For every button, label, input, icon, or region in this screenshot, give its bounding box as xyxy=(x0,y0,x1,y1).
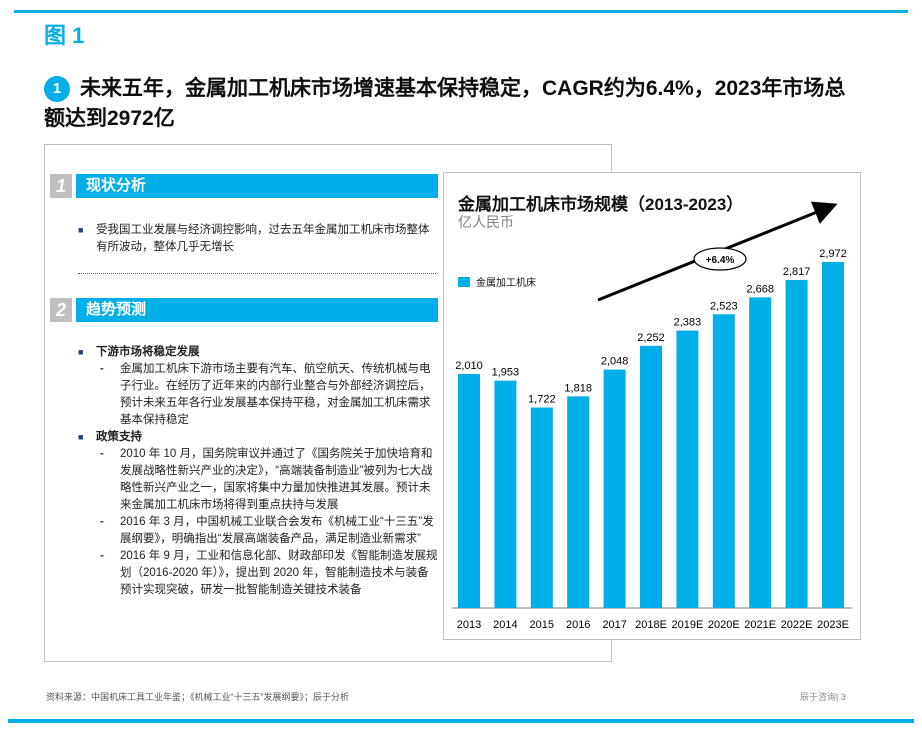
x-tick-label: 2019E xyxy=(671,619,703,631)
section-1-header: 现状分析 xyxy=(76,174,438,198)
data-label: 2,668 xyxy=(746,283,774,295)
section-2-header: 趋势预测 xyxy=(76,298,438,322)
x-tick-label: 2013 xyxy=(457,619,481,631)
x-tick-label: 2021E xyxy=(744,619,776,631)
page-footer: 辰于咨询| 3 xyxy=(800,690,846,703)
bar-2017 xyxy=(603,369,626,608)
chart-title: 金属加工机床市场规模（2013-2023） xyxy=(458,195,744,214)
data-label: 1,953 xyxy=(492,367,520,379)
bar-2014 xyxy=(494,380,517,608)
x-tick-label: 2016 xyxy=(566,619,590,631)
data-label: 2,383 xyxy=(674,317,702,329)
section-2-content: ■ 下游市场将稳定发展 - 金属加工机床下游市场主要有汽车、航空航天、传统机械与电子… xyxy=(78,344,440,599)
figure-label: 图 1 xyxy=(44,23,85,48)
source-note: 资料来源：中国机床工具工业年鉴；《机械工业“十三五”发展纲要》；辰于分析 xyxy=(46,692,349,702)
data-label: 2,252 xyxy=(637,332,665,344)
bar-2018E xyxy=(640,345,662,608)
bar-2020E xyxy=(712,314,735,608)
data-label: 2,523 xyxy=(710,300,738,312)
bar-2023E xyxy=(822,262,844,608)
x-tick-label: 2022E xyxy=(781,619,813,631)
brand: 辰于咨询| xyxy=(800,692,839,702)
x-tick-label: 2017 xyxy=(602,619,626,631)
group-title-downstream: ■ 下游市场将稳定发展 xyxy=(78,346,200,358)
bottom-rule xyxy=(8,719,914,723)
headline-number-badge: 1 xyxy=(44,76,70,102)
section-1-bullet: ■ 受我国工业发展与经济调控影响，过去五年金属加工机床市场整体有所波动，整体几乎无… xyxy=(78,224,430,253)
page-number: 3 xyxy=(840,692,846,702)
headline-text: 未来五年，金属加工机床市场增速基本保持稳定，CAGR约为6.4%，2023年市场… xyxy=(44,77,846,130)
list-item: -2016 年 9 月，工业和信息化部、财政部印发《智能制造发展规划（2016-… xyxy=(100,550,438,596)
data-label: 1,818 xyxy=(564,382,592,394)
chart-unit-label: 亿人民币 xyxy=(458,214,514,230)
bar-2021E xyxy=(749,297,772,608)
chart-legend: 金属加工机床 xyxy=(458,274,536,289)
bar-2013 xyxy=(458,373,480,608)
bar-2015 xyxy=(530,407,553,608)
data-label: 2,972 xyxy=(819,248,847,260)
bar-2019E xyxy=(676,330,699,608)
x-tick-label: 2015 xyxy=(530,619,554,631)
list-item: - 金属加工机床下游市场主要有汽车、航空航天、传统机械与电子行业。在经历了近年来的… xyxy=(100,363,431,426)
legend-swatch xyxy=(458,277,470,287)
cagr-ellipse xyxy=(693,247,747,271)
headline: 1 未来五年，金属加工机床市场增速基本保持稳定，CAGR约为6.4%，2023年市… xyxy=(44,74,864,134)
data-label: 2,010 xyxy=(455,360,483,372)
data-label: 2,048 xyxy=(601,356,629,368)
data-label: 2,817 xyxy=(783,266,811,278)
bar-2016 xyxy=(567,396,590,608)
group-title-policy: ■ 政策支持 xyxy=(78,431,142,443)
legend-label: 金属加工机床 xyxy=(476,278,536,289)
dotted-divider xyxy=(78,273,436,274)
x-tick-label: 2020E xyxy=(708,619,740,631)
cagr-annotation: +6.4% xyxy=(706,255,735,266)
x-tick-label: 2018E xyxy=(635,619,667,631)
list-item: -2010 年 10 月，国务院审议并通过了《国务院关于加快培育和发展战略性新兴… xyxy=(100,448,433,511)
section-2-number: 2 xyxy=(50,298,72,322)
top-rule xyxy=(14,10,908,13)
bar-2022E xyxy=(785,280,808,608)
list-item: -2016 年 3 月，中国机械工业联合会发布《机械工业“十三五”发展纲要》，明… xyxy=(100,516,434,545)
x-tick-label: 2014 xyxy=(493,619,517,631)
x-tick-label: 2023E xyxy=(817,619,849,631)
data-label: 1,722 xyxy=(528,394,556,406)
section-1-number: 1 xyxy=(50,174,72,198)
